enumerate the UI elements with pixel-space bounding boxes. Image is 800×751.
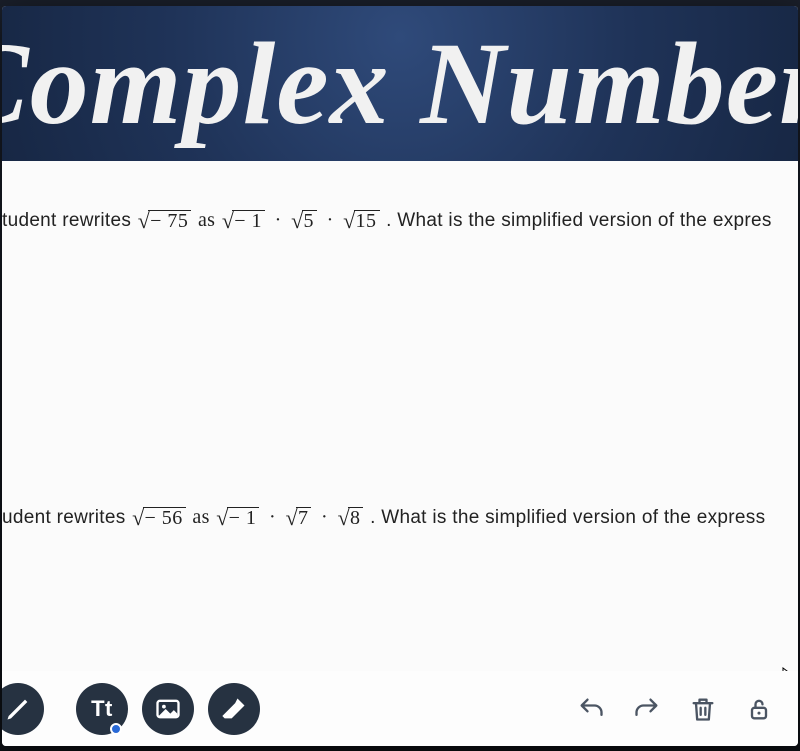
problem-1: tudent rewrites √ − 75 as √ − 1 · √ 5 · bbox=[2, 209, 798, 232]
p1-radicand-2: 15 bbox=[354, 210, 380, 232]
p1-radical-0: √ − 1 bbox=[222, 209, 265, 232]
p2-radical-0: √ − 1 bbox=[216, 506, 259, 529]
surd-icon: √ bbox=[216, 507, 228, 529]
surd-icon: √ bbox=[138, 210, 150, 232]
left-tool-group: Tt bbox=[10, 683, 260, 735]
text-tool-button[interactable]: Tt bbox=[76, 683, 128, 735]
redo-button[interactable] bbox=[626, 688, 668, 730]
dot-icon: · bbox=[318, 506, 331, 528]
surd-icon: √ bbox=[338, 507, 350, 529]
lock-button[interactable] bbox=[738, 688, 780, 730]
title-banner: Complex Numbers bbox=[2, 6, 798, 161]
p1-suffix: . What is the simplified version of the … bbox=[386, 210, 772, 232]
p2-radicand-2: 8 bbox=[348, 507, 364, 529]
page-title: Complex Numbers bbox=[2, 16, 798, 152]
content-area: tudent rewrites √ − 75 as √ − 1 · √ 5 · bbox=[2, 161, 798, 671]
unlock-icon bbox=[745, 695, 773, 723]
dot-icon: · bbox=[266, 506, 279, 528]
redo-icon bbox=[633, 695, 661, 723]
p1-mid: as bbox=[198, 209, 215, 232]
dot-icon: · bbox=[324, 209, 337, 231]
bottom-toolbar: Tt bbox=[2, 671, 798, 746]
eraser-icon bbox=[220, 695, 248, 723]
pencil-icon bbox=[4, 695, 32, 723]
surd-icon: √ bbox=[291, 210, 303, 232]
eraser-button[interactable] bbox=[208, 683, 260, 735]
p1-radicand-0: − 1 bbox=[232, 210, 265, 232]
p1-radical-2: √ 15 bbox=[343, 209, 379, 232]
page-surface: Complex Numbers tudent rewrites √ − 75 a… bbox=[2, 6, 798, 746]
p2-radicand-1: 7 bbox=[296, 507, 312, 529]
text-tool-label: Tt bbox=[91, 696, 113, 722]
dot-icon: · bbox=[272, 209, 285, 231]
surd-icon: √ bbox=[222, 210, 234, 232]
p2-mid: as bbox=[192, 506, 209, 529]
trash-button[interactable] bbox=[682, 688, 724, 730]
p2-prefix: udent rewrites bbox=[2, 507, 126, 529]
p2-radical-2: √ 8 bbox=[338, 506, 364, 529]
active-indicator bbox=[110, 723, 122, 735]
p2-radicand-0: − 1 bbox=[227, 507, 260, 529]
p1-radicand-main: − 75 bbox=[148, 210, 191, 232]
undo-button[interactable] bbox=[570, 688, 612, 730]
p1-radical-main: √ − 75 bbox=[138, 209, 192, 232]
surd-icon: √ bbox=[132, 507, 144, 529]
p2-radicand-main: − 56 bbox=[143, 507, 186, 529]
p1-prefix: tudent rewrites bbox=[2, 210, 131, 232]
right-tool-group bbox=[570, 688, 780, 730]
surd-icon: √ bbox=[286, 507, 298, 529]
problem-2: udent rewrites √ − 56 as √ − 1 · √ 7 · √ bbox=[2, 506, 798, 529]
p2-suffix: . What is the simplified version of the … bbox=[370, 507, 765, 529]
undo-icon bbox=[577, 695, 605, 723]
trash-icon bbox=[689, 695, 717, 723]
surd-icon: √ bbox=[343, 210, 355, 232]
p2-radical-main: √ − 56 bbox=[132, 506, 186, 529]
p1-radical-1: √ 5 bbox=[291, 209, 317, 232]
pencil-button[interactable] bbox=[2, 683, 44, 735]
image-icon bbox=[154, 695, 182, 723]
screen-root: Complex Numbers tudent rewrites √ − 75 a… bbox=[0, 0, 800, 751]
p2-radical-1: √ 7 bbox=[286, 506, 312, 529]
image-tool-button[interactable] bbox=[142, 683, 194, 735]
